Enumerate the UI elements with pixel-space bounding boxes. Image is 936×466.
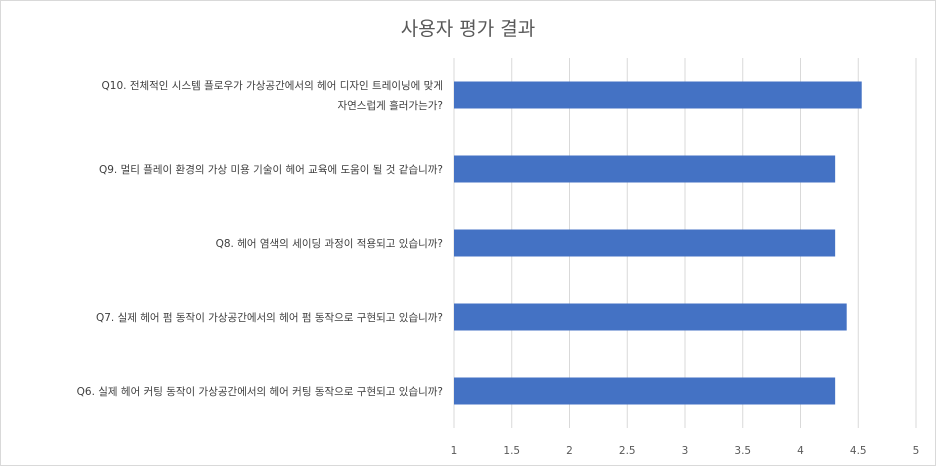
category-label: Q9. 멀티 플레이 환경의 가상 미용 기술이 헤어 교육에 도움이 될 것 …: [99, 163, 443, 176]
x-tick-label: 1.5: [503, 445, 520, 457]
x-tick-label: 3.5: [734, 445, 751, 457]
x-tick-label: 2: [566, 445, 573, 457]
x-tick-label: 3: [682, 445, 689, 457]
category-label: Q8. 헤어 염색의 세이딩 과정이 적용되고 있습니까?: [216, 237, 443, 250]
category-label: Q7. 실제 헤어 펌 동작이 가상공간에서의 헤어 펌 동작으로 구현되고 있…: [96, 311, 443, 324]
x-tick-label: 4.5: [850, 445, 867, 457]
bar: [454, 229, 836, 257]
chart-title: 사용자 평가 결과: [400, 18, 536, 40]
category-label: Q6. 실제 헤어 커팅 동작이 가상공간에서의 헤어 커팅 동작으로 구현되고…: [77, 385, 443, 398]
bar: [454, 155, 836, 183]
category-label: 자연스럽게 흘러가는가?: [337, 99, 443, 112]
category-label: Q10. 전체적인 시스템 플로우가 가상공간에서의 헤어 디자인 트레이닝에 …: [102, 79, 443, 92]
bar: [454, 377, 836, 405]
bar: [454, 81, 862, 109]
x-tick-labels: 1 1.5 2 2.5 3 3.5 4 4.5 5: [451, 445, 920, 457]
category-labels: Q10. 전체적인 시스템 플로우가 가상공간에서의 헤어 디자인 트레이닝에 …: [77, 79, 443, 398]
x-tick-label: 5: [913, 445, 920, 457]
x-tick-label: 2.5: [619, 445, 636, 457]
x-tick-label: 4: [797, 445, 804, 457]
x-tick-label: 1: [451, 445, 458, 457]
bar: [454, 303, 847, 331]
bars: [454, 81, 862, 405]
